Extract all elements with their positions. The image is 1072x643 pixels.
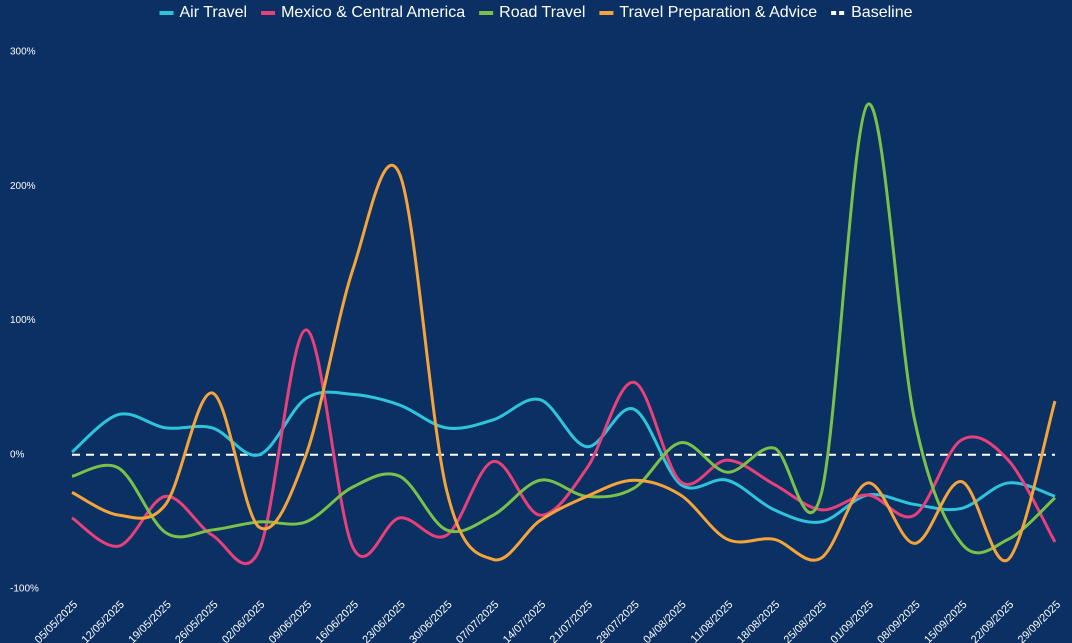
- x-tick-label: 16/06/2025: [314, 599, 361, 643]
- x-tick-label: 05/05/2025: [33, 599, 80, 643]
- legend: Air Travel Mexico & Central America Road T…: [159, 4, 913, 21]
- y-tick-label: 200%: [10, 181, 36, 192]
- x-tick-label: 09/06/2025: [267, 599, 314, 643]
- x-tick-label: 11/08/2025: [689, 599, 736, 643]
- x-tick-label: 15/09/2025: [922, 599, 969, 643]
- x-tick-label: 14/07/2025: [501, 599, 548, 643]
- x-tick-label: 07/07/2025: [454, 599, 501, 643]
- x-tick-label: 02/06/2025: [220, 599, 267, 643]
- x-tick-label: 08/09/2025: [875, 599, 922, 643]
- x-tick-label: 28/07/2025: [594, 599, 641, 643]
- series-line: [71, 102, 1057, 555]
- series-line: [71, 328, 1057, 566]
- legend-label: Baseline: [851, 4, 912, 21]
- x-tick-label: 04/08/2025: [641, 599, 688, 643]
- x-tick-label: 29/09/2025: [1016, 599, 1063, 643]
- x-tick-label: 12/05/2025: [80, 599, 127, 643]
- x-tick-label: 25/08/2025: [782, 599, 829, 643]
- x-tick-label: 22/09/2025: [969, 599, 1016, 643]
- x-tick-label: 01/09/2025: [829, 599, 876, 643]
- x-tick-label: 30/06/2025: [407, 599, 454, 643]
- x-tick-label: 18/08/2025: [735, 599, 782, 643]
- legend-label: Air Travel: [179, 4, 247, 21]
- series-line: [71, 390, 1056, 524]
- legend-label: Travel Preparation & Advice: [619, 4, 817, 21]
- legend-label: Mexico & Central America: [281, 4, 465, 21]
- y-tick-label: 0%: [10, 449, 25, 460]
- y-tick-label: 300%: [10, 47, 36, 58]
- legend-label: Road Travel: [499, 4, 585, 21]
- x-tick-label: 23/06/2025: [360, 599, 407, 643]
- x-tick-label: 26/05/2025: [173, 599, 220, 643]
- y-tick-label: -100%: [10, 584, 39, 595]
- series-line: [71, 163, 1057, 563]
- x-tick-label: 19/05/2025: [126, 599, 173, 643]
- x-tick-label: 21/07/2025: [548, 599, 595, 643]
- y-tick-label: 100%: [10, 315, 36, 326]
